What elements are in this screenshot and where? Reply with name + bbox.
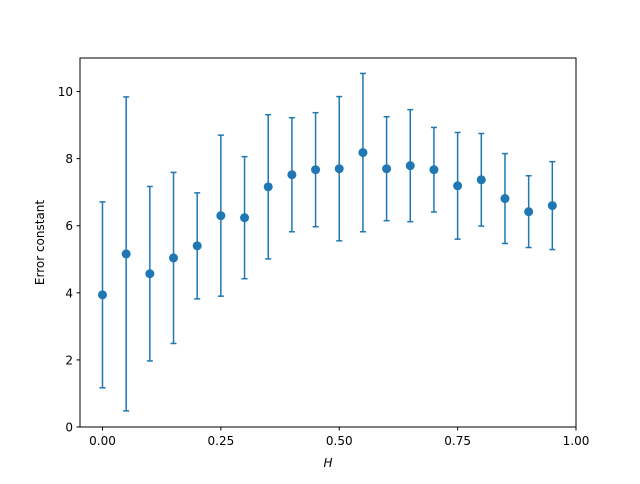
point [358, 148, 368, 158]
point [429, 165, 439, 175]
point [547, 201, 557, 211]
point [453, 181, 463, 191]
y-tick-label: 10 [58, 85, 73, 99]
y-tick-label: 0 [65, 421, 73, 435]
point [311, 165, 321, 175]
point [476, 175, 486, 185]
x-tick-label: 0.75 [444, 434, 471, 448]
y-tick-label: 8 [65, 152, 73, 166]
x-axis-label: H [323, 456, 332, 470]
point [216, 211, 226, 221]
y-axis-label: Error constant [33, 200, 47, 286]
point [121, 249, 131, 259]
point [145, 269, 155, 279]
y-tick-label: 2 [65, 353, 73, 367]
x-tick-label: 1.00 [563, 434, 590, 448]
point [97, 290, 107, 300]
point [263, 182, 273, 192]
point [500, 194, 510, 204]
point [405, 161, 415, 171]
point [192, 241, 202, 251]
axes-frame [79, 57, 577, 428]
x-tick-label: 0.00 [89, 434, 116, 448]
point [382, 164, 392, 174]
point [524, 207, 534, 217]
x-tick-label: 0.25 [208, 434, 235, 448]
y-tick-label: 4 [65, 286, 73, 300]
x-tick-label: 0.50 [326, 434, 353, 448]
y-tick-label: 6 [65, 219, 73, 233]
point [334, 164, 344, 174]
point [287, 170, 297, 180]
point [240, 213, 250, 223]
point [169, 253, 179, 263]
